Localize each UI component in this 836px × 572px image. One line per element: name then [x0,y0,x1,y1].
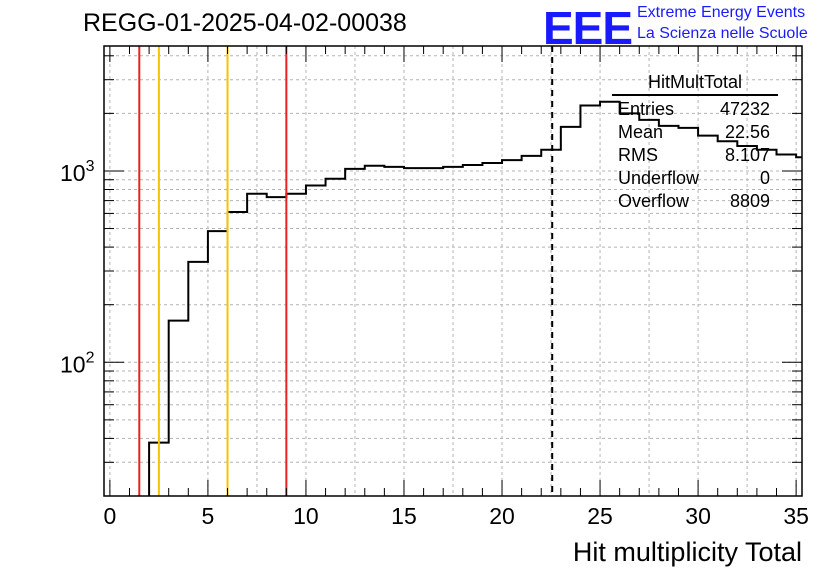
stats-row-underflow: Underflow 0 [612,167,778,190]
stats-label: Underflow [618,168,700,188]
stats-row-rms: RMS 8.107 [612,144,778,167]
logo-subtitle-line2: La Scienza nelle Scuole [637,25,808,42]
stats-row-mean: Mean 22.56 [612,121,778,144]
stats-label: Overflow [618,191,690,211]
y-tick-label: 102 [60,349,95,377]
x-tick-label: 20 [489,503,515,529]
run-title: REGG-01-2025-04-02-00038 [83,9,407,37]
x-tick-label: 10 [293,503,319,529]
stats-value: 0 [759,168,770,188]
x-tick-label: 5 [202,503,215,529]
stats-box-title: HitMultTotal [647,72,743,92]
x-axis-label: Hit multiplicity Total [573,537,802,567]
stats-value: 22.56 [724,122,770,142]
stats-value: 8809 [729,191,770,211]
logo-subtitle-line1: Extreme Energy Events [637,4,806,21]
stats-box: HitMultTotal Entries 47232 Mean 22.56 RMS 8… [612,72,778,213]
stats-value: 8.107 [724,145,770,165]
stats-box-divider [612,94,778,96]
stats-label: RMS [618,145,658,165]
stats-row-entries: Entries 47232 [612,98,778,121]
stats-label: Mean [618,122,664,142]
x-tick-label: 25 [587,503,613,529]
x-tick-label: 0 [103,503,116,529]
stats-row-overflow: Overflow 8809 [612,190,778,213]
stats-label: Entries [618,99,675,119]
x-tick-label: 30 [685,503,711,529]
y-tick-label: 103 [60,158,95,186]
x-tick-label: 35 [783,503,809,529]
histogram-series [148,100,802,496]
eee-logo: EEE [543,2,633,54]
x-tick-label: 15 [391,503,417,529]
stats-value: 47232 [719,99,770,119]
